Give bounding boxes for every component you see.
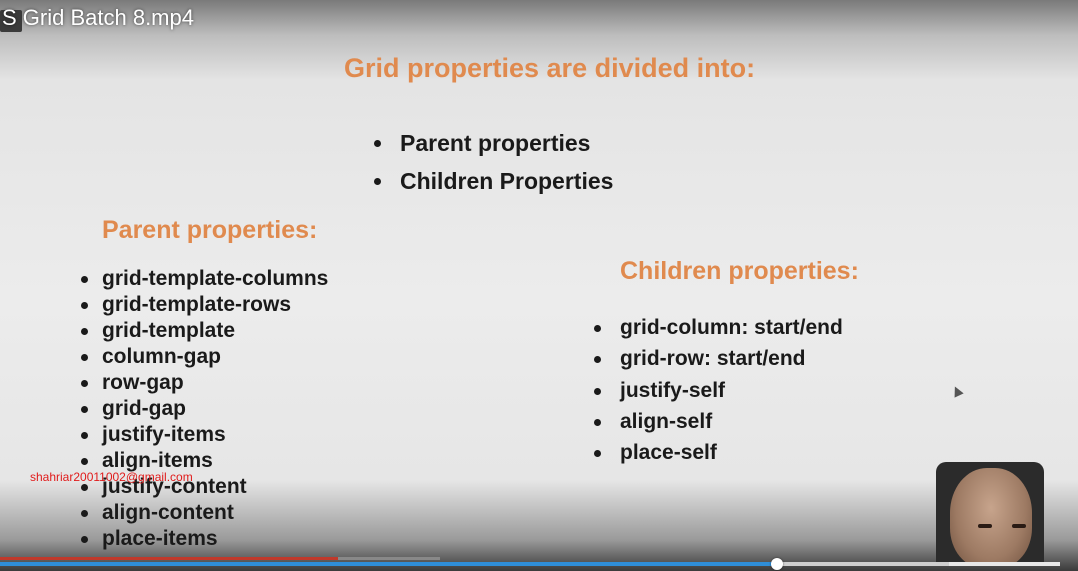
children-properties-list: grid-column: start/end grid-row: start/e… [594,314,843,470]
bullet-icon [374,178,381,185]
bullet-icon [594,387,601,395]
webcam-overlay [936,462,1044,562]
list-item: place-self [594,439,843,470]
list-item: Parent properties [374,128,613,166]
bullet-icon [81,302,88,309]
children-properties-heading: Children properties: [620,257,859,285]
list-item: Children Properties [374,166,613,204]
chapter-marker [0,557,338,560]
list-item: justify-items [81,422,328,448]
bullet-icon [81,458,88,465]
list-item: place-items [81,526,328,552]
list-item: grid-column: start/end [594,314,843,345]
list-item: grid-template-columns [81,266,328,292]
intro-list: Parent properties Children Properties [374,128,613,204]
chapter-marker [338,557,440,560]
bullet-icon [81,536,88,543]
progress-played [0,562,777,566]
list-item: justify-content [81,474,328,500]
presenter-eye [978,524,992,528]
presenter-eye [1012,524,1026,528]
bullet-icon [81,484,88,491]
list-item: grid-gap [81,396,328,422]
bullet-icon [81,406,88,413]
list-item: align-self [594,408,843,439]
bullet-icon [374,140,381,147]
list-item: grid-template [81,318,328,344]
presenter-face [950,468,1032,562]
bullet-icon [81,510,88,517]
email-watermark: shahriar20011002@gmail.com [30,470,193,484]
list-item: justify-self [594,377,843,408]
bullet-icon [594,450,601,458]
list-item: grid-template-rows [81,292,328,318]
list-item: align-items [81,448,328,474]
bullet-icon [81,276,88,283]
bullet-icon [81,432,88,439]
progress-scrubber-handle[interactable] [770,558,783,570]
list-item: grid-row: start/end [594,345,843,376]
list-item: column-gap [81,344,328,370]
bullet-icon [594,418,601,426]
slide-heading: Grid properties are divided into: [344,53,756,83]
video-title: S Grid Batch 8.mp4 [2,5,194,30]
bullet-icon [81,328,88,335]
bullet-icon [594,325,601,332]
list-item: row-gap [81,370,328,396]
bullet-icon [594,356,601,364]
list-item: align-content [81,500,328,526]
parent-properties-list: grid-template-columns grid-template-rows… [81,266,328,552]
bullet-icon [81,354,88,361]
channel-icon [0,10,22,32]
parent-properties-heading: Parent properties: [102,216,318,244]
mouse-cursor-icon [950,384,964,398]
bullet-icon [81,380,88,387]
progress-bar[interactable] [0,557,1078,571]
